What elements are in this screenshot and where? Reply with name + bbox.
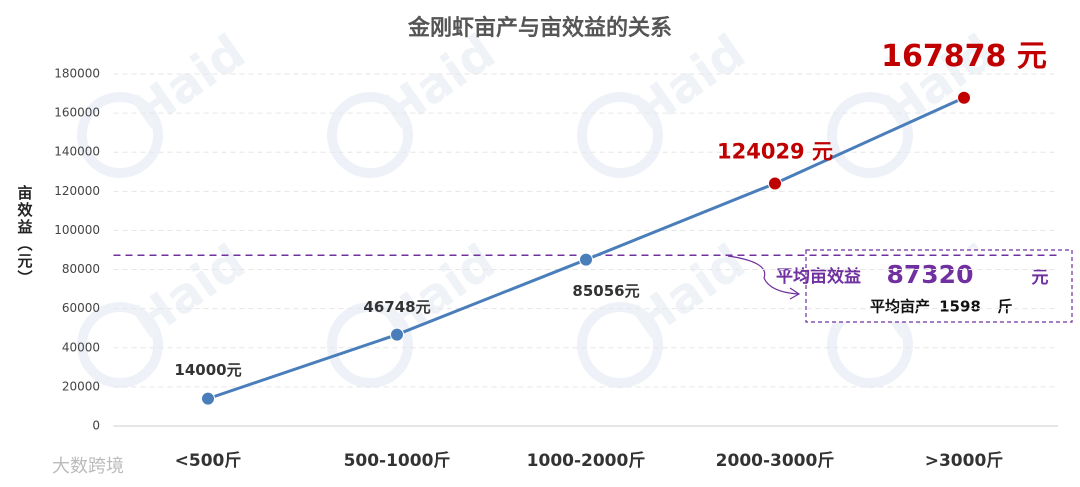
marker xyxy=(579,252,593,267)
data-label: 167878 元 xyxy=(881,39,1047,74)
watermark: Haid xyxy=(122,234,255,351)
marker xyxy=(390,327,404,342)
watermark: Haid xyxy=(622,24,755,141)
source: 大数跨境 xyxy=(52,456,124,477)
y-tick-label: 180000 xyxy=(54,67,100,81)
data-label: 85056元 xyxy=(572,282,639,300)
watermark-logo xyxy=(327,302,413,388)
marker xyxy=(957,90,971,105)
watermark-logo xyxy=(577,302,663,388)
y-tick-label: 160000 xyxy=(54,106,100,120)
marker xyxy=(201,391,215,406)
y-tick-label: 60000 xyxy=(62,301,100,315)
average-arrow xyxy=(727,255,799,295)
x-tick-label: <500斤 xyxy=(175,451,242,471)
average-box xyxy=(805,249,1073,323)
average-value: 87320 xyxy=(887,260,974,289)
watermark-logo xyxy=(577,92,663,178)
x-tick-label: >3000斤 xyxy=(925,451,1004,471)
data-label: 46748元 xyxy=(363,298,430,316)
chart-title: 金刚虾亩产与亩效益的关系 xyxy=(407,15,672,41)
x-tick-label: 2000-3000斤 xyxy=(716,451,835,471)
y-tick-label: 100000 xyxy=(54,223,100,237)
average-unit: 元 xyxy=(1032,268,1049,288)
y-tick-label: 140000 xyxy=(54,145,100,159)
y-tick-label: 120000 xyxy=(54,184,100,198)
yield-value: 1598 xyxy=(939,298,981,316)
data-label: 14000元 xyxy=(174,361,241,379)
watermark: Haid xyxy=(372,24,505,141)
x-tick-label: 1000-2000斤 xyxy=(527,451,646,471)
watermark: Haid xyxy=(622,234,755,351)
y-tick-label: 80000 xyxy=(62,262,100,276)
yield-unit: 斤 xyxy=(997,298,1012,316)
watermark-logo xyxy=(327,92,413,178)
y-tick-label: 20000 xyxy=(62,379,100,393)
arrow-head xyxy=(789,287,801,300)
y-tick-label: 0 xyxy=(92,419,100,433)
watermark-logo xyxy=(827,92,913,178)
average-label: 平均亩效益 xyxy=(776,266,861,287)
y-tick-label: 40000 xyxy=(62,340,100,354)
watermarks: HaidHaidHaidHaidHaidHaidHaidHaid xyxy=(77,24,1005,388)
watermark: Haid xyxy=(122,24,255,141)
yield-label: 平均亩产 xyxy=(870,298,930,316)
y-axis-label: 亩效益（元） xyxy=(16,184,34,287)
watermark-logo xyxy=(77,92,163,178)
watermark-logo xyxy=(77,302,163,388)
marker xyxy=(768,176,782,191)
x-tick-label: 500-1000斤 xyxy=(344,451,451,471)
data-label: 124029 元 xyxy=(717,139,833,163)
average-text: 平均亩效益 87320 元 平均亩产 1598 斤 xyxy=(776,260,1049,316)
